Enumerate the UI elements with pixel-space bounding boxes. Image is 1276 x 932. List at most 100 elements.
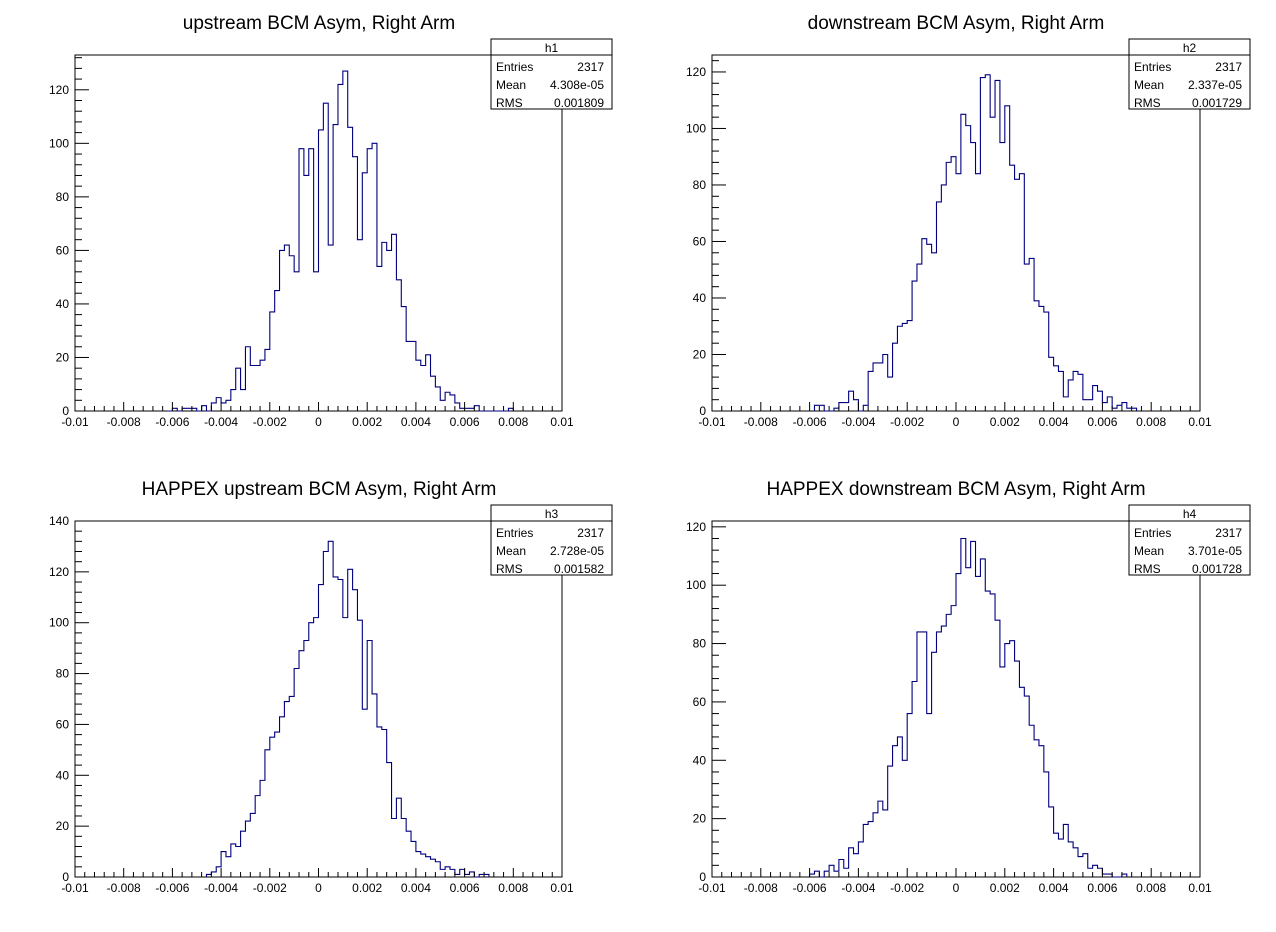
x-tick-label: 0.006 (450, 415, 480, 429)
x-tick-label: 0.008 (498, 415, 528, 429)
x-tick-label: 0.008 (1136, 881, 1166, 895)
x-tick-label: -0.004 (841, 881, 875, 895)
x-tick-label: 0.004 (401, 881, 431, 895)
histogram-panel-h4: HAPPEX downstream BCM Asym, Right Arm -0.… (686, 479, 1251, 895)
x-tick-label: 0.006 (450, 881, 480, 895)
stats-entries-label: Entries (496, 60, 533, 74)
y-tick-label: 0 (699, 404, 706, 418)
x-tick-label: -0.008 (744, 881, 778, 895)
plot-frame (74, 520, 563, 878)
x-tick-label: -0.01 (61, 415, 89, 429)
stats-rms-label: RMS (496, 96, 523, 110)
y-tick-label: 40 (56, 297, 70, 311)
stats-box-frame (1128, 38, 1251, 110)
y-tick-label: 60 (693, 234, 707, 248)
stats-box-frame (490, 38, 613, 110)
x-tick-label: 0.002 (990, 881, 1020, 895)
y-tick-label: 140 (49, 514, 69, 528)
y-tick-label: 120 (686, 520, 706, 534)
histogram-series (813, 74, 1138, 412)
x-tick-label: -0.002 (890, 415, 924, 429)
stats-box-frame (1128, 504, 1251, 576)
x-tick-label: -0.008 (107, 881, 141, 895)
stats-box: h3 Entries 2317 Mean 2.728e-05 RMS 0.001582 (490, 504, 613, 576)
stats-entries-label: Entries (1134, 60, 1171, 74)
y-tick-label: 60 (56, 717, 70, 731)
y-tick-label: 80 (56, 667, 70, 681)
stats-rms-value: 0.001809 (554, 96, 604, 110)
x-tick-label: -0.006 (155, 415, 189, 429)
y-tick-label: 40 (693, 753, 707, 767)
x-tick-label: -0.002 (890, 881, 924, 895)
stats-hist-name: h3 (545, 507, 559, 521)
stats-entries-value: 2317 (1215, 60, 1242, 74)
stats-hist-name: h2 (1183, 41, 1197, 55)
histogram-panel-h1: upstream BCM Asym, Right Arm-0.01 -0.008-… (49, 13, 613, 429)
x-tick-label: -0.01 (61, 881, 89, 895)
x-tick-label: -0.01 (698, 881, 726, 895)
stats-entries-value: 2317 (577, 60, 604, 74)
x-tick-label: -0.004 (841, 415, 875, 429)
x-tick-label: -0.006 (793, 415, 827, 429)
stats-rms-value: 0.001582 (554, 562, 604, 576)
plot-frame (711, 54, 1201, 412)
x-tick-label: -0.002 (253, 415, 287, 429)
chart-title: upstream BCM Asym, Right Arm (183, 13, 455, 34)
stats-hist-name: h4 (1183, 507, 1197, 521)
x-tick-label: 0.008 (498, 881, 528, 895)
y-tick-label: 100 (49, 136, 69, 150)
x-tick-label: 0.01 (550, 415, 574, 429)
stats-entries-value: 2317 (577, 526, 604, 540)
stats-mean-value: 2.337e-05 (1188, 78, 1242, 92)
stats-mean-label: Mean (1134, 544, 1164, 558)
histogram-series (205, 540, 490, 878)
x-tick-label: -0.006 (155, 881, 189, 895)
y-tick-label: 80 (693, 178, 707, 192)
stats-mean-value: 4.308e-05 (550, 78, 604, 92)
x-tick-label: 0.002 (352, 415, 382, 429)
x-tick-label: 0.008 (1136, 415, 1166, 429)
x-tick-label: -0.008 (744, 415, 778, 429)
stats-mean-label: Mean (1134, 78, 1164, 92)
x-tick-label: -0.004 (204, 881, 238, 895)
y-tick-label: 100 (686, 578, 706, 592)
stats-rms-label: RMS (1134, 562, 1161, 576)
histogram-series (809, 537, 1128, 878)
x-tick-label: 0.002 (352, 881, 382, 895)
x-tick-label: -0.004 (204, 415, 238, 429)
y-tick-label: 20 (693, 812, 707, 826)
histogram-panel-h3: HAPPEX upstream BCM Asym, Right Arm -0.01… (49, 479, 613, 895)
stats-box: h1 Entries 2317 Mean 4.308e-05 RMS 0.001809 (490, 38, 613, 110)
x-tick-label: 0 (315, 881, 322, 895)
x-tick-label: 0.01 (550, 881, 574, 895)
x-tick-label: -0.006 (793, 881, 827, 895)
x-tick-label: 0.004 (1039, 415, 1069, 429)
x-tick-label: 0.006 (1087, 881, 1117, 895)
stats-rms-label: RMS (496, 562, 523, 576)
x-tick-label: 0.01 (1188, 415, 1212, 429)
stats-hist-name: h1 (545, 41, 559, 55)
stats-mean-label: Mean (496, 78, 526, 92)
stats-rms-value: 0.001729 (1192, 96, 1242, 110)
y-tick-label: 120 (49, 565, 69, 579)
stats-entries-value: 2317 (1215, 526, 1242, 540)
y-tick-label: 100 (686, 121, 706, 135)
chart-title: downstream BCM Asym, Right Arm (808, 13, 1105, 34)
histogram-series (167, 70, 514, 412)
x-tick-label: 0 (315, 415, 322, 429)
x-tick-label: 0.006 (1087, 415, 1117, 429)
x-tick-label: 0 (953, 881, 960, 895)
x-tick-label: 0.01 (1188, 881, 1212, 895)
y-tick-label: 40 (56, 768, 70, 782)
y-tick-label: 0 (699, 870, 706, 884)
histogram-panel-h2: downstream BCM Asym, Right Arm -0.01 -0.00… (686, 13, 1251, 429)
y-tick-label: 120 (49, 83, 69, 97)
x-tick-label: -0.002 (253, 881, 287, 895)
y-tick-label: 80 (56, 190, 70, 204)
y-tick-label: 60 (693, 695, 707, 709)
y-tick-label: 40 (693, 291, 707, 305)
stats-rms-label: RMS (1134, 96, 1161, 110)
y-tick-label: 0 (62, 870, 69, 884)
stats-mean-label: Mean (496, 544, 526, 558)
stats-mean-value: 2.728e-05 (550, 544, 604, 558)
